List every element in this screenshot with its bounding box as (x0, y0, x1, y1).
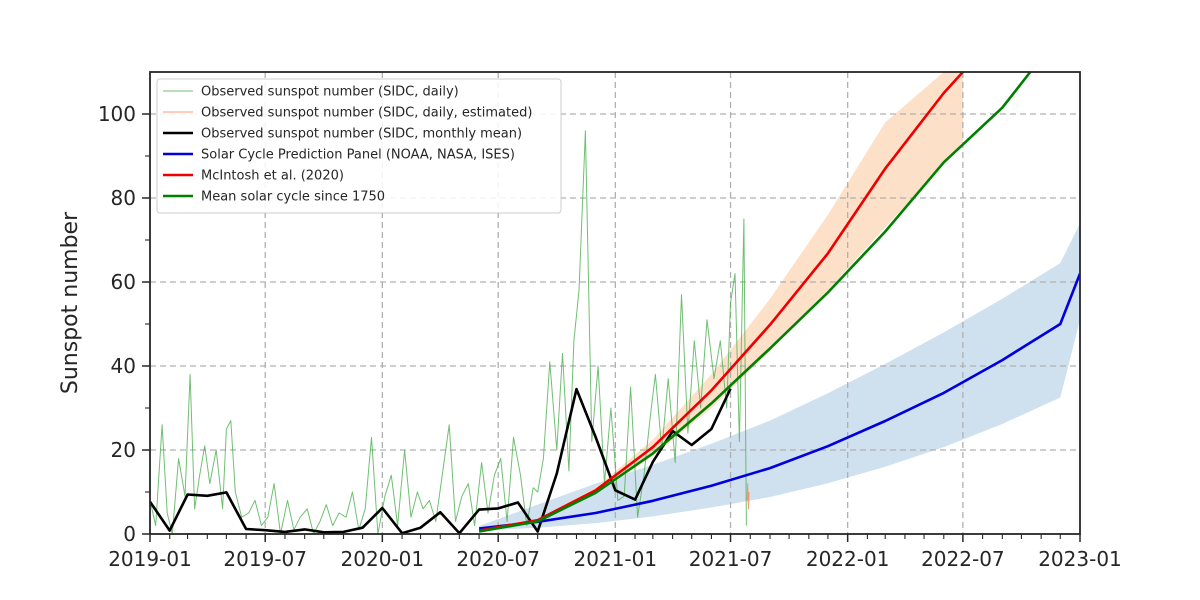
y-tick-label: 80 (111, 186, 136, 210)
legend: Observed sunspot number (SIDC, daily) Obs… (156, 78, 562, 214)
mean_cycle-legend-label: Mean solar cycle since 1750 (201, 190, 385, 205)
daily-series-line (150, 130, 747, 534)
y-tick-label: 60 (111, 270, 136, 294)
monthly-series-line (150, 387, 732, 534)
series-layer (150, 72, 1080, 534)
x-tick-label: 2021-01 (574, 547, 658, 571)
axis-ticks: 2019-01 2019-07 2020-01 2020-07 2021-01 2021-… (98, 102, 1122, 571)
daily-legend-label: Observed sunspot number (SIDC, daily) (201, 85, 459, 100)
legend-box (156, 78, 562, 214)
x-tick-label: 2019-07 (223, 547, 307, 571)
x-tick-label: 2019-01 (108, 547, 192, 571)
mean_cycle-series-line (478, 72, 1032, 533)
mcintosh-uncertainty-band (479, 72, 963, 532)
y-tick-label: 20 (111, 438, 136, 462)
monthly-legend-label: Observed sunspot number (SIDC, monthly m… (201, 127, 522, 142)
y-axis-label: Sunspot number (58, 211, 83, 394)
x-tick-label: 2023-01 (1038, 547, 1122, 571)
x-tick-label: 2021-07 (689, 547, 773, 571)
panel-series-line (478, 273, 1080, 530)
y-tick-label: 0 (123, 522, 136, 546)
x-tick-label: 2020-01 (341, 547, 425, 571)
panel-legend-label: Solar Cycle Prediction Panel (NOAA, NASA… (201, 148, 515, 163)
mcintosh-legend-label: McIntosh et al. (2020) (201, 169, 344, 184)
x-tick-label: 2022-01 (806, 547, 890, 571)
mcintosh-series-line (478, 72, 964, 532)
daily_estimated-series-line (746, 483, 750, 510)
x-tick-label: 2020-07 (456, 547, 540, 571)
y-tick-label: 40 (111, 354, 136, 378)
daily_estimated-legend-label: Observed sunspot number (SIDC, daily, es… (201, 106, 532, 121)
y-tick-label: 100 (98, 102, 136, 126)
prediction-bands (479, 72, 1080, 532)
x-tick-label: 2022-07 (921, 547, 1005, 571)
panel-uncertainty-band (479, 223, 1080, 531)
